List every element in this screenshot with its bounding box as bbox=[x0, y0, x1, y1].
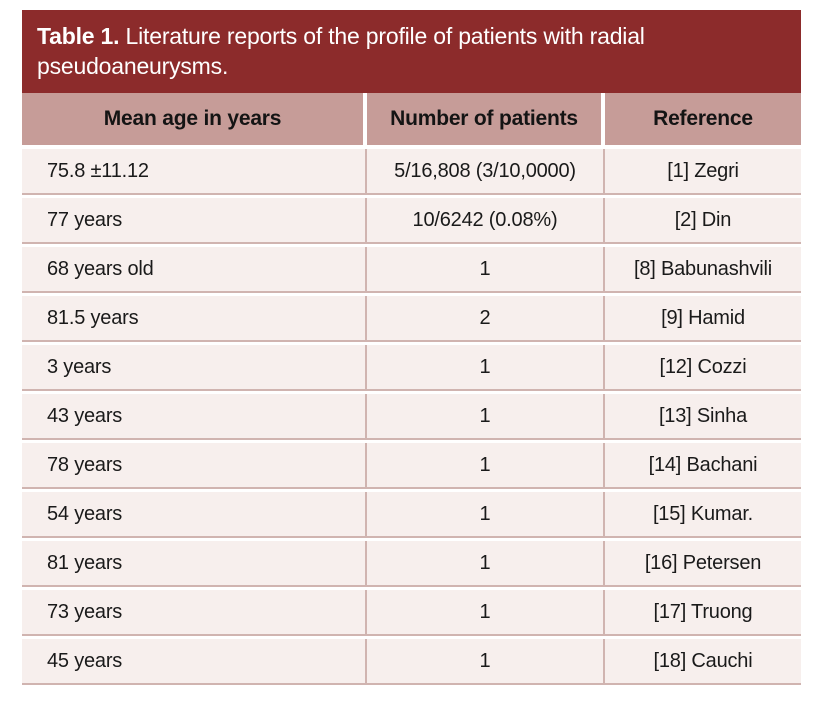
table-row: 77 years 10/6242 (0.08%) [2] Din bbox=[22, 198, 801, 244]
table-row: 43 years 1 [13] Sinha bbox=[22, 394, 801, 440]
cell-mean-age: 78 years bbox=[22, 443, 367, 487]
table-row: 68 years old 1 [8] Babunashvili bbox=[22, 247, 801, 293]
cell-number-of-patients: 5/16,808 (3/10,0000) bbox=[367, 149, 605, 193]
cell-reference: [14] Bachani bbox=[605, 443, 801, 487]
column-header-number-of-patients: Number of patients bbox=[367, 93, 605, 145]
cell-reference: [15] Kumar. bbox=[605, 492, 801, 536]
data-table: Mean age in years Number of patients Ref… bbox=[22, 93, 801, 685]
cell-reference: [2] Din bbox=[605, 198, 801, 242]
cell-reference: [17] Truong bbox=[605, 590, 801, 634]
table-figure: Table 1. Literature reports of the profi… bbox=[22, 10, 801, 688]
cell-number-of-patients: 1 bbox=[367, 345, 605, 389]
cell-number-of-patients: 1 bbox=[367, 492, 605, 536]
table-body: 75.8 ±11.12 5/16,808 (3/10,0000) [1] Zeg… bbox=[22, 149, 801, 685]
cell-reference: [18] Cauchi bbox=[605, 639, 801, 683]
table-row: 75.8 ±11.12 5/16,808 (3/10,0000) [1] Zeg… bbox=[22, 149, 801, 195]
cell-number-of-patients: 1 bbox=[367, 590, 605, 634]
cell-mean-age: 73 years bbox=[22, 590, 367, 634]
table-row: 3 years 1 [12] Cozzi bbox=[22, 345, 801, 391]
cell-mean-age: 68 years old bbox=[22, 247, 367, 291]
cell-mean-age: 81.5 years bbox=[22, 296, 367, 340]
cell-reference: [12] Cozzi bbox=[605, 345, 801, 389]
cell-mean-age: 75.8 ±11.12 bbox=[22, 149, 367, 193]
cell-mean-age: 3 years bbox=[22, 345, 367, 389]
table-row: 45 years 1 [18] Cauchi bbox=[22, 639, 801, 685]
cell-number-of-patients: 1 bbox=[367, 443, 605, 487]
cell-mean-age: 81 years bbox=[22, 541, 367, 585]
cell-mean-age: 43 years bbox=[22, 394, 367, 438]
table-title-text: Literature reports of the profile of pat… bbox=[37, 23, 645, 79]
table-number-label: Table 1. bbox=[37, 23, 120, 49]
table-row: 54 years 1 [15] Kumar. bbox=[22, 492, 801, 538]
cell-reference: [9] Hamid bbox=[605, 296, 801, 340]
cell-number-of-patients: 10/6242 (0.08%) bbox=[367, 198, 605, 242]
cell-reference: [1] Zegri bbox=[605, 149, 801, 193]
table-row: 73 years 1 [17] Truong bbox=[22, 590, 801, 636]
table-title-banner: Table 1. Literature reports of the profi… bbox=[22, 10, 801, 93]
cell-number-of-patients: 1 bbox=[367, 394, 605, 438]
table-row: 81 years 1 [16] Petersen bbox=[22, 541, 801, 587]
cell-mean-age: 77 years bbox=[22, 198, 367, 242]
table-row: 78 years 1 [14] Bachani bbox=[22, 443, 801, 489]
cell-mean-age: 54 years bbox=[22, 492, 367, 536]
cell-number-of-patients: 1 bbox=[367, 541, 605, 585]
cell-reference: [16] Petersen bbox=[605, 541, 801, 585]
cell-number-of-patients: 1 bbox=[367, 639, 605, 683]
cell-number-of-patients: 2 bbox=[367, 296, 605, 340]
cell-reference: [13] Sinha bbox=[605, 394, 801, 438]
column-header-mean-age: Mean age in years bbox=[22, 93, 367, 145]
cell-reference: [8] Babunashvili bbox=[605, 247, 801, 291]
table-row: 81.5 years 2 [9] Hamid bbox=[22, 296, 801, 342]
table-header-row: Mean age in years Number of patients Ref… bbox=[22, 93, 801, 145]
cell-mean-age: 45 years bbox=[22, 639, 367, 683]
cell-number-of-patients: 1 bbox=[367, 247, 605, 291]
column-header-reference: Reference bbox=[605, 93, 801, 145]
